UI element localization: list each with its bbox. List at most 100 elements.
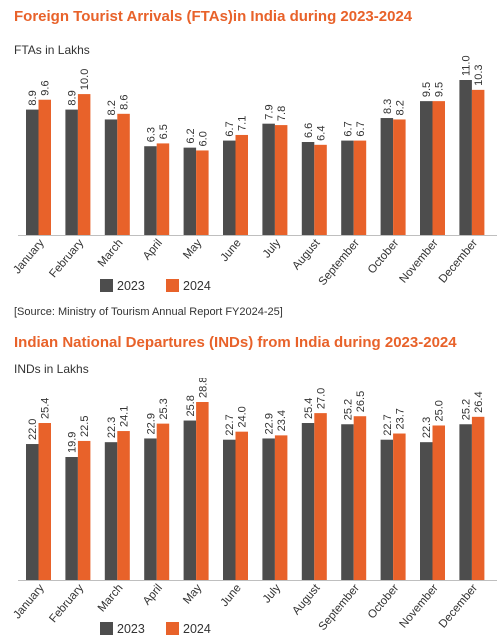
fta-value-label: 9.5 (434, 82, 446, 97)
ind-value-label: 25.2 (342, 399, 354, 420)
ind-value-label: 25.2 (461, 399, 473, 420)
fta-bar-2023-march (104, 119, 118, 235)
fta-value-label: 11.0 (461, 55, 473, 76)
ind-bar-2024-july (274, 435, 288, 580)
fta-value-label: 6.7 (224, 121, 236, 136)
fta-tick-label: September (317, 237, 362, 288)
ind-bar-2024-april (156, 423, 170, 580)
ind-bar-2024-december (471, 416, 485, 580)
ind-tick-label: September (317, 582, 362, 633)
ind-legend-label: 2023 (117, 622, 145, 636)
fta-value-label: 8.9 (27, 90, 39, 105)
ind-bar-2023-november (420, 442, 433, 580)
ind-value-label: 22.5 (79, 416, 91, 437)
ind-bar-2024-february (77, 440, 91, 580)
ind-value-label: 24.0 (237, 406, 249, 427)
fta-value-label: 6.7 (355, 121, 367, 136)
ind-value-label: 25.3 (158, 398, 170, 419)
ind-bar-2023-may (183, 420, 197, 580)
ind-bar-2023-january (26, 444, 39, 580)
fta-bar-2024-december (471, 89, 485, 235)
fta-unit-label: FTAs in Lakhs (14, 43, 90, 57)
ind-tick-label: July (261, 582, 283, 606)
fta-bar-2023-january (26, 109, 39, 235)
ind-bar-2023-july (262, 438, 275, 580)
ind-tick-label: November (397, 582, 440, 630)
ind-bar-2024-september (353, 416, 367, 580)
ind-bar-2024-august (314, 413, 327, 580)
ind-tick-label: May (181, 582, 204, 607)
fta-bar-2024-october (393, 119, 406, 235)
fta-bar-2023-june (223, 140, 236, 235)
fta-value-label: 8.2 (106, 100, 118, 115)
ind-value-label: 25.8 (185, 395, 197, 416)
ind-value-label: 22.7 (382, 414, 394, 435)
fta-tick-label: April (141, 237, 165, 262)
ind-value-label: 23.7 (394, 408, 406, 429)
fta-tick-label: January (11, 237, 47, 276)
fta-bar-2024-june (235, 134, 248, 235)
ind-bar-2023-march (104, 442, 118, 580)
fta-value-label: 6.5 (158, 124, 170, 139)
fta-bar-2023-july (262, 123, 275, 235)
ind-bar-2024-may (196, 402, 209, 580)
fta-value-label: 7.1 (237, 116, 249, 131)
ind-bar-chart: 22.025.4January19.922.5February22.324.1M… (11, 378, 497, 636)
ind-bar-2024-january (38, 423, 51, 580)
fta-bar-2023-may (183, 147, 197, 235)
ind-tick-label: June (219, 582, 244, 609)
fta-bar-2024-july (274, 125, 288, 235)
ind-value-label: 26.5 (355, 391, 367, 412)
fta-bar-2024-april (156, 143, 170, 235)
fta-value-label: 9.5 (421, 82, 433, 97)
fta-bar-2023-november (420, 101, 433, 235)
fta-tick-label: December (437, 237, 480, 285)
fta-value-label: 8.3 (382, 99, 394, 114)
fta-bar-2023-october (380, 118, 394, 235)
ind-bar-2023-august (301, 423, 315, 580)
ind-legend-swatch-2023 (100, 622, 113, 635)
ind-value-label: 22.7 (224, 414, 236, 435)
ind-bar-2023-december (459, 424, 472, 580)
ind-bar-2024-november (432, 425, 445, 580)
fta-value-label: 7.9 (264, 104, 276, 119)
ind-bar-2023-april (144, 438, 157, 580)
fta-bar-2023-december (459, 80, 472, 235)
ind-value-label: 27.0 (316, 388, 328, 409)
fta-legend-swatch-2023 (100, 279, 113, 292)
fta-tick-label: August (290, 237, 323, 273)
ind-tick-label: December (437, 582, 480, 630)
fta-tick-label: May (181, 237, 204, 262)
fta-chart-title: Foreign Tourist Arrivals (FTAs)in India … (14, 8, 413, 25)
ind-bar-2023-june (223, 439, 236, 580)
ind-bar-2023-september (341, 424, 354, 580)
ind-value-label: 26.4 (473, 391, 485, 412)
fta-tick-label: July (261, 237, 283, 261)
fta-bar-2024-february (77, 94, 91, 235)
fta-bar-2023-april (144, 146, 157, 235)
ind-legend-label: 2024 (183, 622, 211, 636)
ind-tick-label: January (11, 582, 47, 621)
ind-tick-label: April (141, 582, 165, 607)
ind-value-label: 19.9 (67, 432, 79, 453)
fta-bar-2024-may (196, 150, 209, 235)
ind-bar-2023-october (380, 439, 394, 580)
ind-value-label: 22.9 (145, 413, 157, 434)
fta-bar-2024-january (38, 99, 51, 236)
fta-value-label: 10.0 (79, 69, 91, 90)
ind-tick-label: March (96, 582, 126, 614)
fta-bar-2023-august (301, 142, 315, 235)
ind-value-label: 24.1 (119, 406, 131, 427)
fta-bar-2024-august (314, 144, 327, 235)
ind-value-label: 25.0 (434, 400, 446, 421)
fta-legend-swatch-2024 (166, 279, 179, 292)
ind-unit-label: INDs in Lakhs (14, 362, 89, 376)
ind-bar-2024-october (393, 433, 406, 580)
ind-bar-2023-february (65, 457, 78, 580)
fta-value-label: 6.4 (316, 126, 328, 141)
source-note: [Source: Ministry of Tourism Annual Repo… (14, 306, 283, 318)
fta-tick-label: March (96, 237, 126, 269)
fta-tick-label: November (397, 237, 440, 285)
ind-bar-2024-march (117, 431, 130, 580)
fta-legend-label: 2023 (117, 279, 145, 293)
